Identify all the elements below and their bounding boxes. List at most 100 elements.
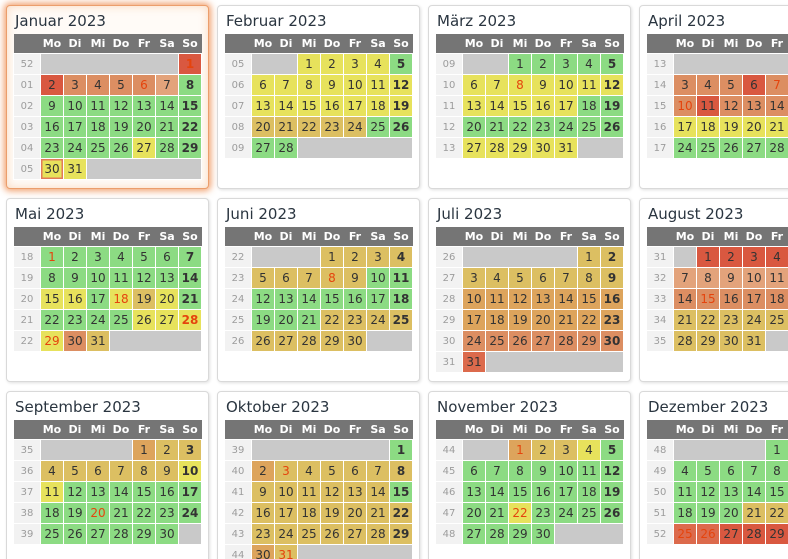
day-cell-september-12[interactable]: 12 — [63, 481, 87, 503]
day-cell-dezember-4[interactable]: 4 — [673, 460, 697, 482]
day-cell-november-9[interactable]: 9 — [531, 460, 555, 482]
day-cell-november-18[interactable]: 18 — [577, 481, 601, 503]
day-cell-januar-27[interactable]: 27 — [132, 137, 156, 159]
day-cell-oktober-18[interactable]: 18 — [297, 502, 321, 524]
day-cell-oktober-31[interactable]: 31 — [274, 544, 298, 559]
day-cell-april-10[interactable]: 10 — [673, 95, 697, 117]
day-cell-juni-5[interactable]: 5 — [251, 267, 275, 289]
day-cell-juni-22[interactable]: 22 — [320, 309, 344, 331]
day-cell-april-12[interactable]: 12 — [719, 95, 743, 117]
day-cell-september-20[interactable]: 20 — [86, 502, 110, 524]
day-cell-september-19[interactable]: 19 — [63, 502, 87, 524]
day-cell-juli-5[interactable]: 5 — [508, 267, 532, 289]
day-cell-august-1[interactable]: 1 — [696, 246, 720, 268]
day-cell-september-26[interactable]: 26 — [63, 523, 87, 545]
day-cell-dezember-25[interactable]: 25 — [673, 523, 697, 545]
day-cell-februar-17[interactable]: 17 — [343, 95, 367, 117]
month-title-februar[interactable]: Februar 2023 — [226, 12, 327, 30]
day-cell-mai-4[interactable]: 4 — [109, 246, 133, 268]
day-cell-juli-18[interactable]: 18 — [485, 309, 509, 331]
day-cell-oktober-16[interactable]: 16 — [251, 502, 275, 524]
day-cell-november-26[interactable]: 26 — [600, 502, 624, 524]
day-cell-april-19[interactable]: 19 — [719, 116, 743, 138]
day-cell-maerz-24[interactable]: 24 — [554, 116, 578, 138]
day-cell-januar-15[interactable]: 15 — [178, 95, 202, 117]
day-cell-august-23[interactable]: 23 — [719, 309, 743, 331]
day-cell-juni-26[interactable]: 26 — [251, 330, 275, 352]
day-cell-september-23[interactable]: 23 — [155, 502, 179, 524]
day-cell-juli-2[interactable]: 2 — [600, 246, 624, 268]
day-cell-dezember-27[interactable]: 27 — [719, 523, 743, 545]
day-cell-mai-3[interactable]: 3 — [86, 246, 110, 268]
day-cell-februar-20[interactable]: 20 — [251, 116, 275, 138]
day-cell-september-16[interactable]: 16 — [155, 481, 179, 503]
day-cell-februar-14[interactable]: 14 — [274, 95, 298, 117]
day-cell-august-2[interactable]: 2 — [719, 246, 743, 268]
day-cell-oktober-3[interactable]: 3 — [274, 460, 298, 482]
day-cell-februar-1[interactable]: 1 — [297, 53, 321, 75]
day-cell-oktober-22[interactable]: 22 — [389, 502, 413, 524]
day-cell-november-12[interactable]: 12 — [600, 460, 624, 482]
day-cell-oktober-23[interactable]: 23 — [251, 523, 275, 545]
day-cell-oktober-30[interactable]: 30 — [251, 544, 275, 559]
day-cell-dezember-21[interactable]: 21 — [742, 502, 766, 524]
day-cell-november-22[interactable]: 22 — [508, 502, 532, 524]
day-cell-februar-4[interactable]: 4 — [366, 53, 390, 75]
day-cell-juni-7[interactable]: 7 — [297, 267, 321, 289]
day-cell-maerz-3[interactable]: 3 — [554, 53, 578, 75]
day-cell-september-28[interactable]: 28 — [109, 523, 133, 545]
day-cell-maerz-16[interactable]: 16 — [531, 95, 555, 117]
day-cell-maerz-22[interactable]: 22 — [508, 116, 532, 138]
day-cell-november-14[interactable]: 14 — [485, 481, 509, 503]
day-cell-januar-1[interactable]: 1 — [178, 53, 202, 75]
day-cell-juni-23[interactable]: 23 — [343, 309, 367, 331]
day-cell-februar-9[interactable]: 9 — [320, 74, 344, 96]
day-cell-dezember-5[interactable]: 5 — [696, 460, 720, 482]
day-cell-november-17[interactable]: 17 — [554, 481, 578, 503]
day-cell-mai-20[interactable]: 20 — [155, 288, 179, 310]
day-cell-dezember-8[interactable]: 8 — [765, 460, 788, 482]
day-cell-april-28[interactable]: 28 — [765, 137, 788, 159]
day-cell-juni-20[interactable]: 20 — [274, 309, 298, 331]
day-cell-maerz-30[interactable]: 30 — [531, 137, 555, 159]
day-cell-juli-29[interactable]: 29 — [577, 330, 601, 352]
day-cell-mai-26[interactable]: 26 — [132, 309, 156, 331]
day-cell-juni-25[interactable]: 25 — [389, 309, 413, 331]
month-title-dezember[interactable]: Dezember 2023 — [648, 398, 769, 416]
day-cell-august-3[interactable]: 3 — [742, 246, 766, 268]
month-title-august[interactable]: August 2023 — [648, 205, 744, 223]
day-cell-april-20[interactable]: 20 — [742, 116, 766, 138]
day-cell-juli-10[interactable]: 10 — [462, 288, 486, 310]
day-cell-maerz-4[interactable]: 4 — [577, 53, 601, 75]
day-cell-januar-8[interactable]: 8 — [178, 74, 202, 96]
day-cell-juli-12[interactable]: 12 — [508, 288, 532, 310]
day-cell-mai-13[interactable]: 13 — [155, 267, 179, 289]
day-cell-oktober-28[interactable]: 28 — [366, 523, 390, 545]
day-cell-dezember-19[interactable]: 19 — [696, 502, 720, 524]
day-cell-januar-19[interactable]: 19 — [109, 116, 133, 138]
day-cell-september-30[interactable]: 30 — [155, 523, 179, 545]
day-cell-juli-28[interactable]: 28 — [554, 330, 578, 352]
day-cell-november-13[interactable]: 13 — [462, 481, 486, 503]
month-title-mai[interactable]: Mai 2023 — [15, 205, 85, 223]
day-cell-maerz-18[interactable]: 18 — [577, 95, 601, 117]
day-cell-januar-4[interactable]: 4 — [86, 74, 110, 96]
day-cell-februar-5[interactable]: 5 — [389, 53, 413, 75]
day-cell-mai-24[interactable]: 24 — [86, 309, 110, 331]
day-cell-januar-25[interactable]: 25 — [86, 137, 110, 159]
day-cell-maerz-7[interactable]: 7 — [485, 74, 509, 96]
day-cell-dezember-22[interactable]: 22 — [765, 502, 788, 524]
day-cell-dezember-1[interactable]: 1 — [765, 439, 788, 461]
day-cell-februar-6[interactable]: 6 — [251, 74, 275, 96]
day-cell-juni-14[interactable]: 14 — [297, 288, 321, 310]
day-cell-november-21[interactable]: 21 — [485, 502, 509, 524]
day-cell-mai-7[interactable]: 7 — [178, 246, 202, 268]
day-cell-dezember-15[interactable]: 15 — [765, 481, 788, 503]
day-cell-november-19[interactable]: 19 — [600, 481, 624, 503]
day-cell-juli-15[interactable]: 15 — [577, 288, 601, 310]
day-cell-oktober-6[interactable]: 6 — [343, 460, 367, 482]
day-cell-mai-11[interactable]: 11 — [109, 267, 133, 289]
day-cell-juni-21[interactable]: 21 — [297, 309, 321, 331]
day-cell-september-1[interactable]: 1 — [132, 439, 156, 461]
day-cell-februar-10[interactable]: 10 — [343, 74, 367, 96]
